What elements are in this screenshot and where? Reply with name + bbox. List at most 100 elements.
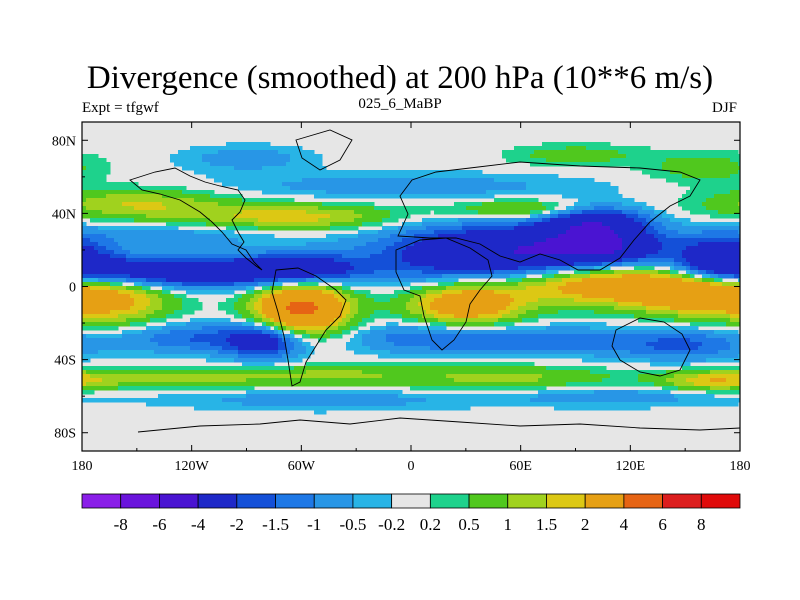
field-cell: [582, 154, 587, 159]
field-cell: [94, 214, 99, 219]
field-cell: [482, 282, 487, 287]
field-cell: [322, 254, 327, 259]
field-cell: [234, 246, 239, 251]
field-cell: [258, 214, 263, 219]
field-cell: [286, 166, 291, 171]
field-cell: [598, 162, 603, 167]
field-cell: [270, 278, 275, 283]
field-cell: [254, 282, 259, 287]
field-cell: [454, 286, 459, 291]
field-cell: [642, 238, 647, 243]
field-cell: [234, 254, 239, 259]
field-cell: [518, 154, 523, 159]
field-cell: [602, 250, 607, 255]
field-cell: [278, 218, 283, 223]
field-cell: [714, 254, 719, 259]
field-cell: [290, 206, 295, 211]
field-cell: [390, 182, 395, 187]
field-cell: [278, 290, 283, 295]
field-cell: [206, 230, 211, 235]
field-cell: [458, 182, 463, 187]
field-cell: [126, 258, 131, 263]
field-cell: [630, 242, 635, 247]
field-cell: [542, 206, 547, 211]
field-cell: [362, 238, 367, 243]
field-cell: [218, 234, 223, 239]
field-cell: [466, 270, 471, 275]
field-cell: [610, 234, 615, 239]
field-cell: [86, 186, 91, 191]
field-cell: [266, 222, 271, 227]
field-cell: [254, 162, 259, 167]
field-cell: [434, 218, 439, 223]
field-cell: [218, 254, 223, 259]
field-cell: [554, 226, 559, 231]
field-cell: [190, 146, 195, 151]
field-cell: [238, 150, 243, 155]
field-cell: [186, 274, 191, 279]
field-cell: [630, 154, 635, 159]
field-cell: [518, 210, 523, 215]
field-cell: [530, 262, 535, 267]
field-cell: [626, 270, 631, 275]
field-cell: [526, 230, 531, 235]
field-cell: [294, 214, 299, 219]
field-cell: [386, 250, 391, 255]
field-cell: [142, 210, 147, 215]
field-cell: [98, 246, 103, 251]
field-cell: [82, 222, 87, 227]
field-cell: [414, 258, 419, 263]
field-cell: [98, 230, 103, 235]
field-cell: [710, 254, 715, 259]
field-cell: [634, 202, 639, 207]
field-cell: [522, 266, 527, 271]
field-cell: [250, 282, 255, 287]
field-cell: [374, 234, 379, 239]
field-cell: [190, 270, 195, 275]
field-cell: [242, 286, 247, 291]
field-cell: [450, 254, 455, 259]
field-cell: [250, 146, 255, 151]
field-cell: [126, 250, 131, 255]
field-cell: [102, 158, 107, 163]
field-cell: [154, 234, 159, 239]
field-cell: [166, 278, 171, 283]
field-cell: [306, 254, 311, 259]
field-cell: [570, 254, 575, 259]
field-cell: [166, 258, 171, 263]
field-cell: [470, 202, 475, 207]
field-cell: [138, 254, 143, 259]
field-cell: [690, 162, 695, 167]
field-cell: [486, 174, 491, 179]
field-cell: [638, 154, 643, 159]
field-cell: [658, 238, 663, 243]
field-cell: [110, 274, 115, 279]
field-cell: [214, 222, 219, 227]
field-cell: [734, 234, 739, 239]
field-cell: [138, 246, 143, 251]
field-cell: [270, 258, 275, 263]
field-cell: [238, 222, 243, 227]
field-cell: [586, 254, 591, 259]
field-cell: [194, 250, 199, 255]
field-cell: [166, 254, 171, 259]
field-cell: [606, 274, 611, 279]
field-cell: [254, 150, 259, 155]
field-cell: [290, 186, 295, 191]
field-cell: [438, 270, 443, 275]
field-cell: [718, 278, 723, 283]
field-cell: [134, 262, 139, 267]
field-cell: [110, 290, 115, 295]
field-cell: [310, 250, 315, 255]
field-cell: [718, 242, 723, 247]
field-cell: [386, 282, 391, 287]
field-cell: [726, 282, 731, 287]
field-cell: [534, 210, 539, 215]
field-cell: [210, 218, 215, 223]
field-cell: [262, 258, 267, 263]
field-cell: [286, 174, 291, 179]
field-cell: [162, 258, 167, 263]
field-cell: [698, 238, 703, 243]
field-cell: [382, 282, 387, 287]
field-cell: [194, 266, 199, 271]
